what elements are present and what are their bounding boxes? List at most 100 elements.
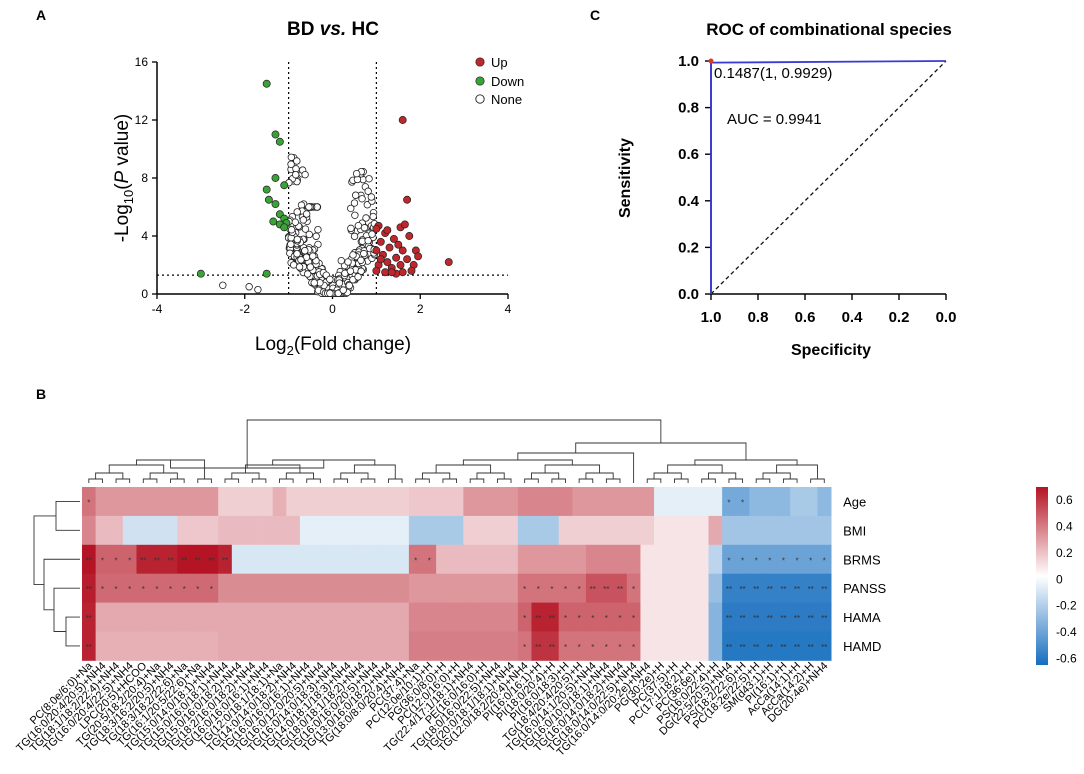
heatmap-cell	[286, 573, 301, 603]
heatmap-cell	[749, 515, 764, 546]
significance-mark: **	[590, 585, 596, 594]
heatmap-cell	[95, 515, 110, 546]
heatmap-cell	[109, 544, 124, 575]
heatmap-cell	[585, 573, 600, 603]
heatmap-cell	[803, 602, 818, 632]
roc-x-tick-label: 0.0	[936, 309, 957, 326]
heatmap-cell	[190, 602, 205, 632]
dendrogram-link	[694, 459, 798, 465]
heatmap-cell	[340, 602, 355, 632]
heatmap-cell	[327, 515, 342, 546]
heatmap-cell	[599, 544, 614, 575]
heatmap-cell	[558, 515, 573, 546]
heatmap-cell	[286, 631, 301, 661]
heatmap-cell	[259, 602, 274, 632]
significance-mark: **	[208, 556, 214, 565]
volcano-point-up	[444, 258, 453, 267]
heatmap-cell	[545, 573, 560, 603]
heatmap-cell	[763, 515, 778, 546]
significance-mark: **	[767, 585, 773, 594]
dendrogram-link	[496, 478, 512, 483]
volcano-point-none	[360, 249, 368, 258]
heatmap-cell	[681, 515, 696, 546]
significance-mark: **	[181, 556, 187, 565]
roc-x-tick-label: 0.8	[748, 309, 769, 326]
heatmap-cell	[136, 487, 151, 517]
dendrogram-link	[55, 501, 80, 531]
significance-mark: **	[222, 556, 228, 565]
heatmap-cell	[354, 631, 369, 661]
significance-mark: **	[726, 614, 732, 623]
volcano-point-up	[398, 116, 407, 124]
heatmap-cell	[463, 515, 478, 546]
heatmap-cell	[245, 602, 260, 632]
heatmap-cell	[545, 544, 560, 575]
heatmap-cell	[585, 544, 600, 575]
colorbar-tick-label: 0.2	[1056, 546, 1073, 560]
heatmap-cell	[790, 573, 805, 603]
significance-mark: **	[767, 614, 773, 623]
heatmap-cell	[585, 631, 600, 661]
roc-cutoff-point	[708, 58, 714, 64]
volcano-point-none	[301, 170, 309, 179]
dendrogram-link	[244, 464, 301, 473]
volcano-point-down	[196, 269, 205, 278]
volcano-point-none	[293, 235, 302, 244]
dendrogram-link	[701, 478, 716, 483]
dendrogram-link	[388, 478, 403, 483]
heatmap-cell	[177, 573, 192, 603]
heatmap-cell	[735, 602, 750, 632]
heatmap-cell	[517, 544, 532, 575]
significance-mark: *	[564, 643, 567, 652]
dendrogram-link	[197, 478, 212, 483]
heatmap-cell	[327, 573, 342, 603]
heatmap-cell	[150, 544, 165, 575]
significance-mark: **	[821, 585, 827, 594]
heatmap-cell	[340, 544, 355, 575]
dendrogram-link	[462, 459, 573, 465]
legend-up-label: Up	[491, 55, 508, 70]
dendrogram-link	[578, 478, 594, 483]
significance-mark: **	[821, 614, 827, 623]
heatmap-cell	[327, 487, 342, 517]
colorbar-tick-label: 0	[1056, 572, 1063, 586]
roc-lines	[708, 58, 947, 295]
heatmap-cell	[463, 573, 478, 603]
heatmap-cell	[476, 573, 491, 603]
volcano-point-none	[344, 258, 352, 266]
volcano-legend: Up Down None	[475, 55, 524, 107]
heatmap-cell	[231, 487, 246, 517]
heatmap-cell	[422, 487, 437, 517]
heatmap-cell	[245, 487, 260, 517]
heatmap-cell	[545, 631, 560, 661]
heatmap-cell	[790, 515, 805, 546]
volcano-point-none	[369, 212, 377, 221]
heatmap-cell	[95, 602, 110, 632]
legend-none-label: None	[491, 92, 522, 107]
dendrogram-link	[476, 472, 505, 479]
dendrogram-link	[585, 472, 614, 479]
heatmap-cell	[599, 573, 614, 603]
significance-mark: **	[753, 585, 759, 594]
heatmap-cell	[463, 544, 478, 575]
volcano-point-none	[364, 236, 372, 245]
heatmap-cell	[395, 515, 410, 546]
dendrogram-link	[33, 515, 56, 585]
dendrogram-link	[517, 452, 635, 483]
heatmap-cell	[776, 544, 791, 575]
volcano-point-none	[305, 203, 313, 211]
heatmap-cell	[408, 573, 423, 603]
heatmap-cell	[136, 515, 151, 546]
heatmap-cell	[531, 515, 546, 546]
volcano-point-none	[337, 256, 345, 265]
volcano-plot: BD vs. HC -4 -2 0 2 4 0 4 8 12 16 Log2(Fold chang…	[112, 19, 524, 358]
heatmap-cell	[817, 602, 832, 632]
heatmap-cell	[354, 544, 369, 575]
significance-mark: *	[768, 556, 771, 565]
heatmap-cell	[136, 544, 151, 575]
roc-ylabel: Sensitivity	[617, 138, 634, 218]
heatmap-cell	[163, 573, 178, 603]
heatmap-cell	[504, 515, 519, 546]
volcano-point-up	[372, 246, 381, 255]
heatmap-cell	[749, 544, 764, 575]
